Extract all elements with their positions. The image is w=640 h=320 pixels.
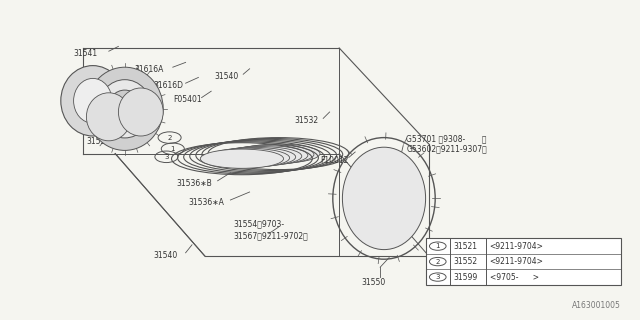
- Text: 31567。9211-9702〃: 31567。9211-9702〃: [234, 231, 308, 240]
- Text: 31550: 31550: [362, 278, 386, 287]
- Ellipse shape: [118, 88, 163, 136]
- Ellipse shape: [86, 67, 163, 150]
- Text: 31521: 31521: [453, 242, 477, 251]
- Ellipse shape: [225, 146, 308, 165]
- Text: 31540: 31540: [214, 72, 239, 81]
- Ellipse shape: [237, 144, 320, 163]
- Ellipse shape: [108, 90, 142, 128]
- Ellipse shape: [74, 78, 112, 123]
- Text: 31537: 31537: [86, 137, 111, 146]
- Text: 31532: 31532: [294, 116, 319, 125]
- Ellipse shape: [98, 80, 152, 138]
- Ellipse shape: [86, 93, 131, 141]
- Text: 3: 3: [435, 274, 440, 280]
- Ellipse shape: [231, 145, 314, 164]
- Text: G53602。9211-9307〃: G53602。9211-9307〃: [406, 144, 487, 153]
- Text: 31540: 31540: [154, 252, 178, 260]
- Text: 31541: 31541: [74, 49, 98, 58]
- Text: 31599: 31599: [453, 273, 477, 282]
- Ellipse shape: [61, 66, 125, 136]
- FancyBboxPatch shape: [426, 238, 621, 285]
- Text: 31536∗B: 31536∗B: [176, 179, 212, 188]
- Text: 31616A: 31616A: [134, 65, 164, 74]
- Text: A163001005: A163001005: [572, 301, 621, 310]
- Text: F05401: F05401: [173, 95, 202, 104]
- Text: <9211-9704>: <9211-9704>: [490, 257, 543, 266]
- Text: 1: 1: [435, 243, 440, 249]
- Text: G53701 。9308-       〃: G53701 。9308- 〃: [406, 134, 487, 143]
- Text: F10012: F10012: [320, 156, 348, 164]
- Text: <9211-9704>: <9211-9704>: [490, 242, 543, 251]
- Ellipse shape: [342, 147, 426, 250]
- Ellipse shape: [206, 148, 290, 167]
- Text: 1: 1: [170, 146, 175, 152]
- Text: 31616D: 31616D: [154, 81, 184, 90]
- Text: 2: 2: [436, 259, 440, 265]
- Text: 31554。9703-: 31554。9703-: [234, 219, 285, 228]
- Ellipse shape: [218, 147, 302, 166]
- Text: 31552: 31552: [453, 257, 477, 266]
- Text: 31536∗A: 31536∗A: [189, 198, 225, 207]
- Text: 3: 3: [164, 154, 169, 160]
- Ellipse shape: [212, 148, 296, 167]
- Ellipse shape: [200, 149, 284, 168]
- Text: <9705-      >: <9705- >: [490, 273, 539, 282]
- Text: 2: 2: [168, 135, 172, 140]
